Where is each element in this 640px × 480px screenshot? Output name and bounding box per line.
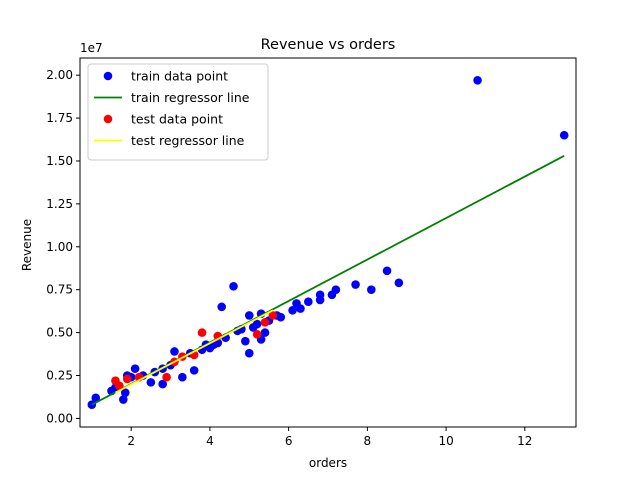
y-tick-label-4: 1.00 [46,240,73,254]
y-tick-label-6: 1.50 [46,154,73,168]
test-point-10 [252,330,262,339]
y-tick-label-7: 1.75 [46,111,73,125]
series-line-3 [115,309,274,394]
x-tick-label-4: 10 [438,434,453,448]
test-point-1 [115,381,124,391]
train-point-47 [331,285,341,294]
test-point-2 [122,374,132,384]
train-point-26 [229,281,238,291]
y-axis-label: Revenue [20,219,34,271]
train-point-30 [244,348,254,358]
legend-marker-0 [103,71,113,81]
legend-box [87,63,269,161]
train-point-50 [382,266,392,276]
train-point-42 [296,304,305,313]
train-point-51 [394,278,404,288]
train-point-29 [241,336,250,346]
legend-marker-2 [103,114,113,124]
train-point-31 [244,311,254,320]
train-point-8 [130,364,140,373]
train-point-43 [304,297,313,307]
x-tick-label-2: 6 [285,434,293,448]
y-axis-multiplier: 1e7 [80,41,103,55]
train-point-12 [158,379,167,389]
test-point-12 [268,311,278,320]
legend-label-1: train regressor line [131,90,250,105]
legend-label-2: test data point [131,112,223,127]
x-axis-label: orders [309,456,347,470]
train-point-45 [315,290,325,300]
test-point-4 [162,372,171,382]
train-point-49 [367,285,376,294]
y-axis: 0.00 0.25 0.50 0.75 1.00 1.25 1.50 1.75 2.00 [46,68,80,425]
legend: train data point train regressor line test… [87,63,269,161]
plot-frame [79,57,577,428]
x-tick-label-5: 12 [517,434,532,448]
train-point-0 [87,400,97,409]
train-point-36 [260,328,270,337]
train-point-52 [473,76,482,85]
x-tick-label-3: 8 [364,434,372,448]
y-tick-label-8: 2.00 [46,68,73,82]
y-tick-label-0: 0.00 [46,411,73,425]
train-point-16 [178,372,187,382]
test-point-8 [197,328,207,337]
train-point-5 [120,388,130,397]
chart-title: Revenue vs orders [261,37,396,53]
train-point-4 [119,395,128,404]
y-tick-label-2: 0.50 [46,326,73,340]
test-point-11 [260,318,270,327]
legend-label-3: test regressor line [131,133,245,148]
x-tick-label-1: 4 [206,434,214,448]
train-point-1 [91,393,101,403]
x-axis: 2 4 6 8 10 12 [127,427,532,448]
train-point-33 [252,319,262,329]
x-tick-label-0: 2 [127,434,135,448]
train-point-10 [146,378,156,387]
train-point-53 [559,130,569,140]
y-tick-label-3: 0.75 [46,283,73,297]
y-tick-label-1: 0.25 [46,369,73,383]
train-point-18 [189,366,199,375]
plot-area [79,57,577,428]
train-point-15 [170,347,179,356]
y-tick-label-5: 1.25 [46,197,73,211]
train-point-48 [351,280,360,289]
train-point-39 [276,312,286,322]
legend-label-0: train data point [131,69,228,84]
train-point-40 [288,305,297,315]
train-point-24 [217,302,227,312]
